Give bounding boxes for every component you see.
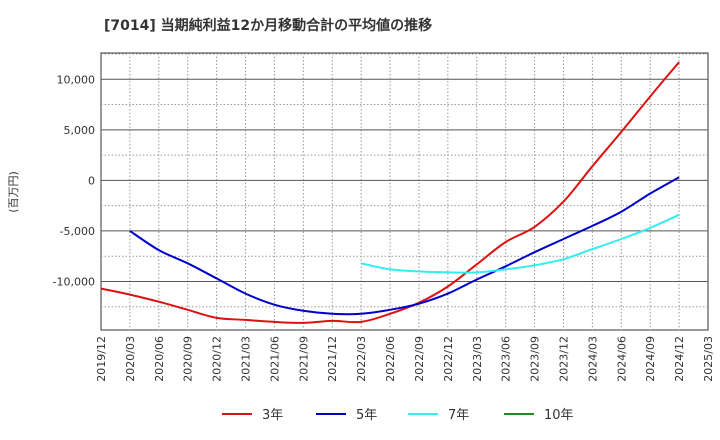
grid-lines	[101, 53, 708, 330]
legend-label-1: 5年	[356, 408, 377, 423]
x-tick-label: 2021/09	[297, 336, 310, 382]
x-tick-label: 2023/09	[529, 336, 542, 382]
x-tick-label: 2022/06	[384, 336, 397, 382]
x-tick-label: 2021/12	[326, 336, 339, 382]
x-tick-label: 2023/03	[471, 336, 484, 382]
y-tick-label: 10,000	[57, 73, 96, 86]
chart-title: [7014] 当期純利益12か月移動合計の平均値の推移	[104, 17, 432, 34]
x-tick-label: 2025/03	[702, 336, 715, 382]
y-tick-label: 5,000	[64, 124, 96, 137]
x-tick-label: 2024/03	[586, 336, 599, 382]
y-axis-ticks: 10,000 5,000 0 -5,000 -10,000	[53, 73, 95, 288]
x-tick-label: 2024/12	[673, 336, 686, 382]
y-tick-label: 0	[88, 174, 95, 187]
legend-label-0: 3年	[262, 408, 283, 423]
x-tick-label: 2020/12	[211, 336, 224, 382]
x-tick-label: 2023/12	[557, 336, 570, 382]
x-tick-label: 2023/06	[500, 336, 513, 382]
series-line-1	[129, 176, 680, 316]
x-tick-label: 2022/03	[355, 336, 368, 382]
y-axis-label: (百万円)	[7, 171, 20, 213]
x-tick-label: 2019/12	[95, 336, 108, 382]
series-line-0	[100, 61, 680, 324]
series-lines	[100, 61, 680, 324]
x-tick-label: 2020/09	[182, 336, 195, 382]
series-line-2	[360, 213, 680, 274]
x-axis-ticks: 2019/12 2020/03 2020/06 2020/09 2020/12 2021/…	[95, 336, 715, 382]
x-tick-label: 2021/03	[240, 336, 253, 382]
x-tick-label: 2020/03	[124, 336, 137, 382]
legend: 3年 5年 7年 10年	[222, 408, 574, 423]
x-tick-label: 2024/09	[644, 336, 657, 382]
legend-label-3: 10年	[544, 408, 574, 423]
plot-area	[100, 52, 709, 331]
x-tick-label: 2022/09	[413, 336, 426, 382]
x-tick-label: 2021/06	[268, 336, 281, 382]
x-tick-label: 2024/06	[615, 336, 628, 382]
y-tick-label: -10,000	[53, 275, 95, 288]
x-tick-label: 2020/06	[153, 336, 166, 382]
x-tick-label: 2022/12	[442, 336, 455, 382]
y-tick-label: -5,000	[60, 225, 95, 238]
legend-label-2: 7年	[448, 408, 469, 423]
